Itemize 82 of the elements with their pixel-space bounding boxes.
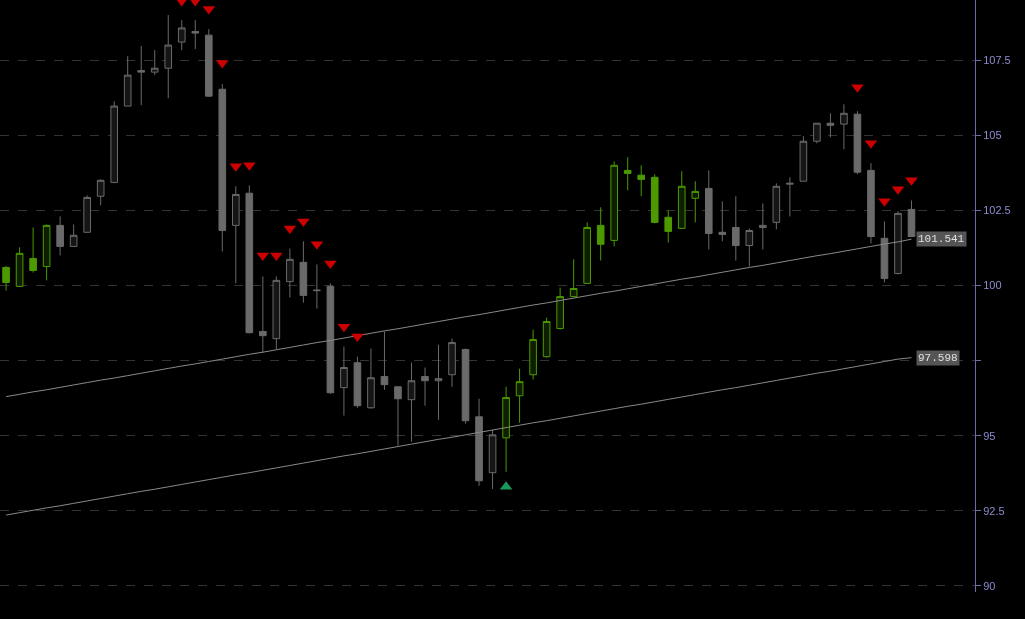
candlestick	[204, 28, 213, 98]
candlestick	[245, 184, 254, 335]
candlestick	[677, 170, 686, 229]
candlestick	[799, 135, 808, 182]
candlestick	[732, 195, 740, 262]
candlestick	[718, 200, 727, 242]
line-series	[5, 357, 912, 516]
candlestick	[259, 275, 267, 353]
data-label: 101.541	[918, 233, 965, 245]
candlestick	[840, 103, 848, 150]
candlestick	[610, 160, 618, 247]
candlestick	[880, 220, 889, 283]
candlestick	[475, 398, 483, 487]
candlestick	[421, 367, 429, 407]
candlestick	[664, 209, 673, 244]
candlestick	[596, 206, 605, 262]
candlestick	[69, 223, 78, 247]
candlestick	[56, 215, 64, 256]
candlestick	[691, 180, 700, 223]
point	[351, 333, 364, 343]
candlestick	[772, 182, 781, 230]
candlestick	[623, 156, 632, 191]
candlestick	[164, 14, 173, 99]
y-tick-label: 90	[983, 579, 996, 592]
candlestick	[745, 227, 754, 268]
candlestick	[515, 368, 524, 424]
candlestick	[434, 344, 443, 421]
candlestick	[286, 248, 294, 298]
candlestick	[353, 356, 362, 409]
candlestick	[853, 110, 862, 175]
candlestick	[191, 19, 200, 50]
candlestick	[461, 348, 470, 425]
candlestick	[894, 210, 902, 275]
candlestick	[813, 122, 821, 144]
candlestick	[556, 287, 564, 331]
candlestick	[786, 176, 794, 217]
candlestick	[867, 162, 875, 244]
y-tick-label: 102.5	[983, 204, 1011, 217]
y-tick-label: 107.5	[983, 53, 1011, 66]
candlestick	[502, 386, 510, 473]
candlestick	[340, 345, 348, 417]
candlestick	[232, 185, 240, 284]
y-tick-label: 105	[983, 129, 1002, 142]
candlestick	[150, 49, 159, 76]
candlestick	[569, 258, 578, 298]
candlestick	[218, 83, 227, 253]
candlestick	[123, 55, 132, 107]
candlestick	[650, 173, 659, 224]
candlestick	[299, 240, 308, 304]
candlestick	[2, 265, 10, 292]
candlestick	[83, 194, 91, 233]
candlestick	[137, 45, 146, 106]
candlestick	[110, 100, 118, 184]
candlestick	[488, 429, 497, 490]
candlestick	[313, 263, 321, 310]
candlestick	[529, 329, 537, 381]
candlestick	[407, 362, 416, 443]
candlestick	[759, 202, 767, 250]
candlestick	[42, 223, 51, 281]
point	[337, 323, 351, 333]
candlestick	[826, 112, 835, 138]
candlestick	[542, 317, 551, 359]
candlestick	[96, 178, 105, 206]
candlestick	[177, 19, 186, 51]
candlestick	[583, 221, 591, 284]
candlestick	[907, 199, 916, 237]
data-label: 97.598	[918, 352, 958, 364]
candlestick	[15, 246, 24, 288]
y-tick-label: 95	[983, 429, 996, 442]
y-tick-label: 92.5	[983, 504, 1005, 517]
candlestick	[29, 226, 37, 274]
line-series	[5, 238, 912, 398]
candlestick	[367, 348, 375, 410]
candlestick	[326, 282, 335, 395]
candlestick	[704, 169, 713, 250]
candlestick	[380, 330, 389, 391]
candlestick	[272, 275, 281, 350]
candlestick	[637, 164, 646, 197]
candlestick	[394, 386, 402, 447]
candlestick	[448, 338, 456, 388]
y-tick-label: 100	[983, 279, 1002, 292]
point	[324, 260, 337, 270]
